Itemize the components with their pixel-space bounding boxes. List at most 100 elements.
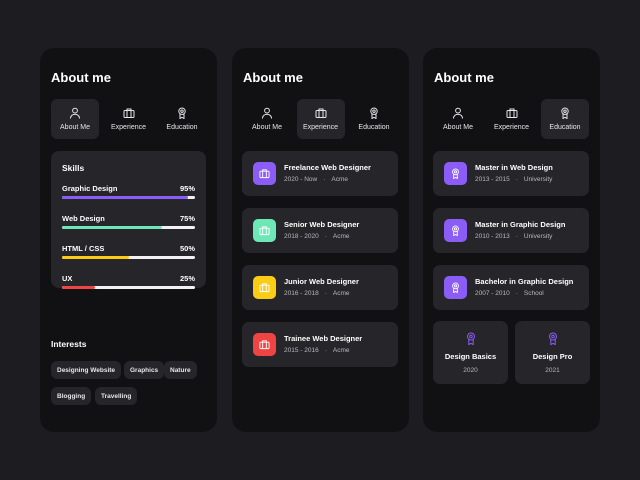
skill-percent: 95% <box>179 184 195 193</box>
skill-name: Web Design <box>62 214 105 223</box>
item-period: 2016 - 2018 <box>284 290 319 297</box>
skill-percent: 50% <box>179 244 195 253</box>
interest-chip[interactable]: Nature <box>164 361 197 379</box>
interest-chip[interactable]: Graphics <box>124 361 165 379</box>
item-meta: 2018 - 2020 · Acme <box>284 233 350 240</box>
education-item[interactable]: Master in Graphic Design 2010 - 2013 · Uni… <box>433 208 589 253</box>
award-card[interactable]: Design Pro 2021 <box>515 321 590 384</box>
briefcase-icon <box>259 226 270 236</box>
tab-bar: About Me Experience Education <box>243 99 398 139</box>
item-meta: 2010 - 2013 · University <box>475 233 552 240</box>
award-title: Design Basics <box>444 352 497 361</box>
tab-bar: About Me Experience Education <box>51 99 206 139</box>
skill-ux: UX 25% <box>62 274 195 294</box>
item-org: Acme <box>332 290 350 297</box>
item-period: 2013 - 2015 <box>475 176 510 183</box>
about-me-card: About me About Me Experience Education S… <box>40 48 217 432</box>
item-meta: 2015 - 2016 · Acme <box>284 347 350 354</box>
separator: · <box>323 176 326 183</box>
interest-chip[interactable]: Blogging <box>51 387 92 405</box>
skill-web-design: Web Design 75% <box>62 214 195 234</box>
award-icon <box>561 107 569 119</box>
briefcase-icon <box>259 283 270 293</box>
tab-label: Education <box>166 124 198 131</box>
tab-bar: About Me Experience Education <box>434 99 589 139</box>
skills-panel: Skills Graphic Design 95% Web Design 75% H… <box>51 151 206 289</box>
experience-item[interactable]: Freelance Web Designer 2020 - Now · Acme <box>242 151 398 196</box>
skill-progress-track <box>62 256 195 259</box>
briefcase-icon <box>259 169 270 179</box>
card-title: About me <box>434 70 494 85</box>
tab-label: Experience <box>110 124 147 131</box>
interest-chip[interactable]: Designing Website <box>51 361 122 379</box>
item-org: University <box>523 233 553 240</box>
award-icon <box>370 107 378 119</box>
award-icon <box>452 168 459 179</box>
award-year: 2021 <box>545 367 560 374</box>
tab-experience[interactable]: Experience <box>105 99 153 139</box>
skill-progress-fill <box>62 286 96 289</box>
skill-name: Graphic Design <box>62 184 118 193</box>
tab-education[interactable]: Education <box>158 99 206 139</box>
experience-item[interactable]: Senior Web Designer 2018 - 2020 · Acme <box>242 208 398 253</box>
separator: · <box>324 290 327 297</box>
tab-label: Experience <box>493 124 530 131</box>
item-period: 2007 - 2010 <box>475 290 510 297</box>
card-title: About me <box>51 70 111 85</box>
skill-percent: 75% <box>179 214 195 223</box>
item-title: Trainee Web Designer <box>284 334 363 343</box>
skill-name: HTML / CSS <box>62 244 105 253</box>
interest-chip[interactable]: Travelling <box>95 387 138 405</box>
tab-about-me[interactable]: About Me <box>434 99 482 139</box>
tab-education[interactable]: Education <box>541 99 589 139</box>
experience-item[interactable]: Junior Web Designer 2016 - 2018 · Acme <box>242 265 398 310</box>
item-title: Master in Web Design <box>475 163 553 172</box>
award-icon <box>466 332 475 345</box>
item-meta: 2016 - 2018 · Acme <box>284 290 350 297</box>
skills-title: Skills <box>62 163 85 173</box>
tab-label: About Me <box>252 124 282 131</box>
item-meta: 2013 - 2015 · University <box>475 176 552 183</box>
award-icon <box>452 225 459 236</box>
skill-progress-track <box>62 226 195 229</box>
item-icon-badge <box>253 333 276 356</box>
separator: · <box>324 347 327 354</box>
briefcase-icon <box>315 108 326 118</box>
experience-card: About me About Me Experience Education F… <box>232 48 409 432</box>
education-item[interactable]: Master in Web Design 2013 - 2015 · Univers… <box>433 151 589 196</box>
skill-progress-fill <box>62 226 162 229</box>
item-title: Junior Web Designer <box>284 277 359 286</box>
tab-experience[interactable]: Experience <box>296 99 345 139</box>
item-icon-badge <box>253 162 276 185</box>
item-period: 2018 - 2020 <box>284 233 319 240</box>
item-meta: 2020 - Now · Acme <box>284 176 348 183</box>
item-org: Acme <box>332 233 350 240</box>
separator: · <box>515 176 518 183</box>
item-org: School <box>523 290 544 297</box>
item-period: 2020 - Now <box>284 176 318 183</box>
award-card[interactable]: Design Basics 2020 <box>433 321 508 384</box>
education-item[interactable]: Bachelor in Graphic Design 2007 - 2010 · S… <box>433 265 589 310</box>
tab-about-me[interactable]: About Me <box>51 99 99 139</box>
item-title: Master in Graphic Design <box>475 220 566 229</box>
item-icon-badge <box>444 219 467 242</box>
item-period: 2010 - 2013 <box>475 233 510 240</box>
award-icon <box>452 282 459 293</box>
skill-graphic-design: Graphic Design 95% <box>62 184 195 204</box>
tab-education[interactable]: Education <box>350 99 398 139</box>
separator: · <box>324 233 327 240</box>
tab-label: Experience <box>302 124 339 131</box>
item-title: Bachelor in Graphic Design <box>475 277 574 286</box>
award-icon <box>548 332 557 345</box>
tab-label: Education <box>549 124 581 131</box>
item-icon-badge <box>444 276 467 299</box>
item-icon-badge <box>253 219 276 242</box>
card-title: About me <box>243 70 303 85</box>
tab-about-me[interactable]: About Me <box>243 99 291 139</box>
award-icon <box>178 107 186 119</box>
skill-progress-track <box>62 286 195 289</box>
tab-label: Education <box>358 124 390 131</box>
experience-item[interactable]: Trainee Web Designer 2015 - 2016 · Acme <box>242 322 398 367</box>
item-meta: 2007 - 2010 · School <box>475 290 544 297</box>
tab-experience[interactable]: Experience <box>488 99 536 139</box>
